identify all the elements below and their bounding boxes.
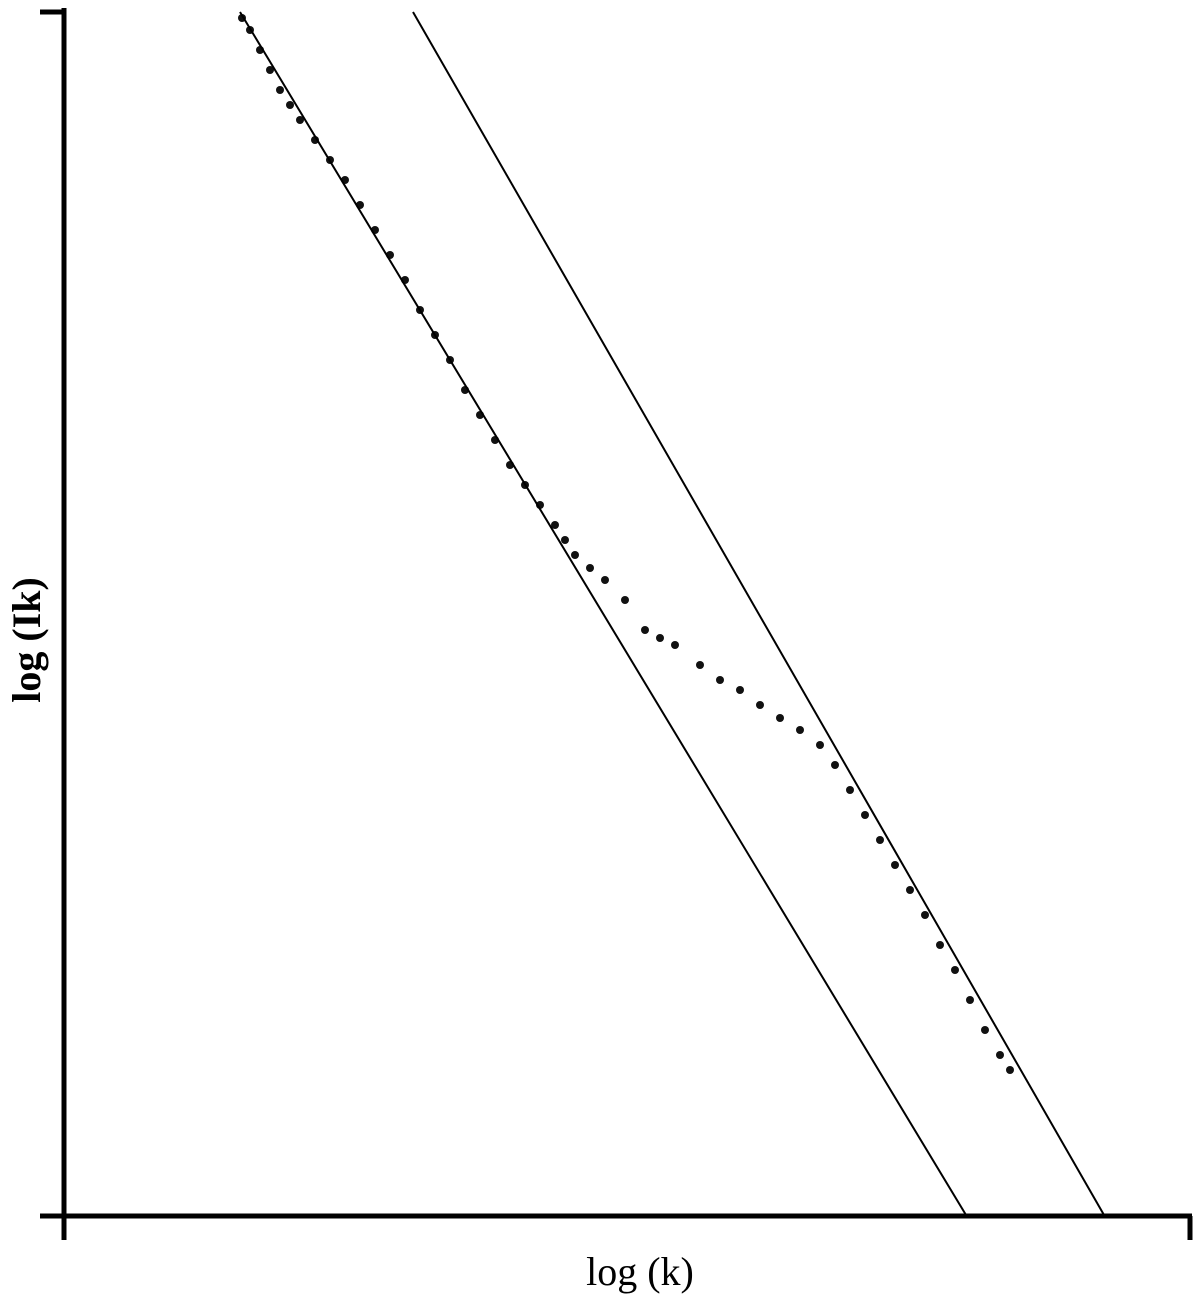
data-point [656, 634, 664, 642]
data-point [966, 996, 974, 1004]
data-point [796, 726, 804, 734]
data-point [936, 941, 944, 949]
data-point [716, 676, 724, 684]
data-point [846, 786, 854, 794]
data-point [286, 101, 294, 109]
data-point [756, 701, 764, 709]
data-point [906, 886, 914, 894]
data-point [276, 86, 284, 94]
data-point [641, 626, 649, 634]
plot-area [238, 11, 1105, 1216]
data-point [601, 576, 609, 584]
data-point [736, 686, 744, 694]
axes [40, 8, 1193, 1240]
data-point [266, 66, 274, 74]
y-axis-label: log (Ik) [4, 577, 49, 703]
data-point [296, 116, 304, 124]
data-point [1006, 1066, 1014, 1074]
reference-line [412, 11, 1105, 1216]
data-point [831, 761, 839, 769]
data-point [996, 1051, 1004, 1059]
data-point [776, 714, 784, 722]
data-point [876, 836, 884, 844]
data-point [621, 596, 629, 604]
data-point [561, 536, 569, 544]
data-point [861, 811, 869, 819]
data-point [696, 661, 704, 669]
reference-line [239, 11, 967, 1216]
data-point [816, 741, 824, 749]
data-point [551, 521, 559, 529]
data-point [891, 861, 899, 869]
data-point [671, 641, 679, 649]
data-point [981, 1026, 989, 1034]
data-point [951, 966, 959, 974]
data-point [586, 564, 594, 572]
data-point [921, 911, 929, 919]
x-axis-label: log (k) [586, 1249, 694, 1294]
data-point [571, 551, 579, 559]
